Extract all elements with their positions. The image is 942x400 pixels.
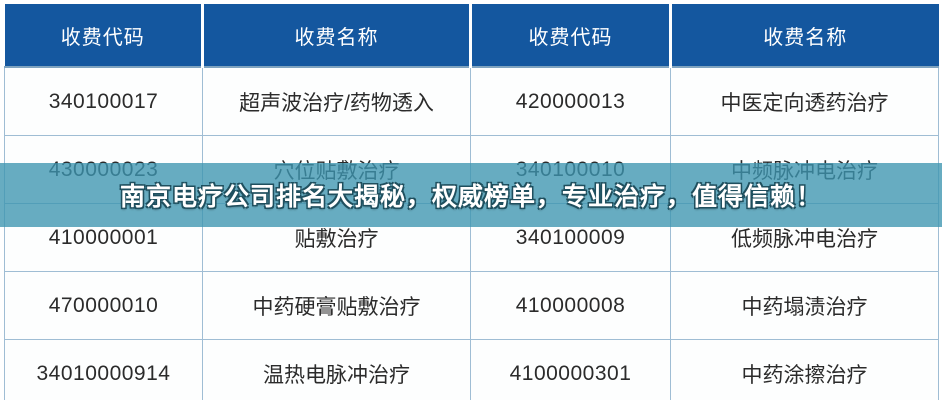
- table-row: 340100017 超声波治疗/药物透入 420000013 中医定向透药治疗: [4, 66, 939, 136]
- table-header: 收费代码 收费名称 收费代码 收费名称: [4, 4, 939, 67]
- fee-code-table: 收费代码 收费名称 收费代码 收费名称 340100017 超声波治疗/药物透入…: [4, 4, 939, 400]
- table-row: 34010000914 温热电脉冲治疗 4100000301 中药涂擦治疗: [4, 339, 939, 400]
- cell-fee-name-right: 中药涂擦治疗: [670, 339, 939, 400]
- cell-fee-code-right: 410000008: [470, 271, 671, 340]
- table-row: 430000023 穴位贴敷治疗 340100010 中频脉冲电治疗: [4, 135, 939, 204]
- table-body: 340100017 超声波治疗/药物透入 420000013 中医定向透药治疗 …: [4, 66, 939, 400]
- cell-fee-name-left: 温热电脉冲治疗: [202, 339, 471, 400]
- cell-fee-name-left: 贴敷治疗: [202, 203, 471, 272]
- cell-fee-name-left: 超声波治疗/药物透入: [202, 66, 471, 136]
- cell-fee-code-right: 420000013: [470, 66, 671, 136]
- cell-fee-code-left: 410000001: [4, 203, 203, 272]
- cell-fee-code-right: 340100010: [470, 135, 671, 204]
- cell-fee-name-left: 穴位贴敷治疗: [202, 135, 471, 204]
- cell-fee-name-left: 中药硬膏贴敷治疗: [202, 271, 471, 340]
- cell-fee-name-right: 中医定向透药治疗: [670, 66, 939, 136]
- cell-fee-code-right: 340100009: [470, 203, 671, 272]
- cell-fee-name-right: 中药塌渍治疗: [670, 271, 939, 340]
- cell-fee-code-left: 34010000914: [4, 339, 203, 400]
- column-header-fee-name-2: 收费名称: [670, 4, 939, 67]
- cell-fee-code-left: 340100017: [4, 66, 203, 136]
- table-row: 410000001 贴敷治疗 340100009 低频脉冲电治疗: [4, 203, 939, 272]
- cell-fee-code-left: 470000010: [4, 271, 203, 340]
- cell-fee-name-right: 低频脉冲电治疗: [670, 203, 939, 272]
- cell-fee-name-right: 中频脉冲电治疗: [670, 135, 939, 204]
- column-header-fee-code-2: 收费代码: [470, 4, 672, 67]
- cell-fee-code-right: 4100000301: [470, 339, 671, 400]
- column-header-fee-name-1: 收费名称: [202, 4, 472, 67]
- column-header-fee-code-1: 收费代码: [4, 4, 204, 67]
- cell-fee-code-left: 430000023: [4, 135, 203, 204]
- table-row: 470000010 中药硬膏贴敷治疗 410000008 中药塌渍治疗: [4, 271, 939, 340]
- table-header-row: 收费代码 收费名称 收费代码 收费名称: [4, 4, 939, 67]
